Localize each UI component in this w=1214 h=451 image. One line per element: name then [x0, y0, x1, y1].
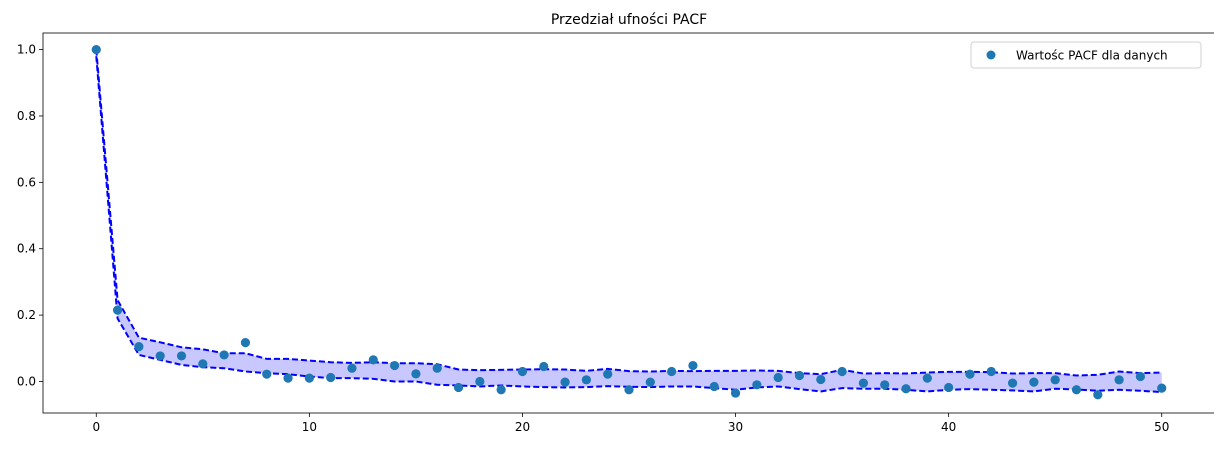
x-axis-ticks: 0 10 20 30 40 50	[92, 413, 1169, 434]
pacf-point	[539, 361, 549, 372]
pacf-point	[794, 370, 805, 381]
pacf-point	[752, 380, 762, 390]
pacf-point	[688, 360, 698, 371]
pacf-point	[1093, 390, 1103, 400]
x-tick-label: 30	[728, 420, 743, 434]
confidence-band	[95, 49, 1162, 394]
pacf-point	[837, 366, 847, 377]
y-tick-label: 0.4	[17, 242, 36, 256]
pacf-point	[432, 363, 442, 373]
pacf-point	[624, 385, 634, 395]
x-tick-label: 10	[302, 420, 317, 434]
pacf-point	[901, 384, 911, 394]
pacf-point	[496, 385, 506, 395]
pacf-point	[176, 351, 187, 361]
pacf-point	[880, 380, 890, 390]
pacf-point	[922, 373, 932, 383]
pacf-point	[517, 366, 528, 377]
pacf-point	[411, 369, 421, 379]
pacf-point	[453, 382, 464, 393]
legend-label: Wartośc PACF dla danych	[1016, 49, 1168, 63]
pacf-point	[816, 374, 826, 385]
pacf-point	[326, 372, 336, 383]
pacf-point	[283, 373, 293, 383]
y-tick-label: 1.0	[17, 43, 36, 57]
x-tick-label: 20	[515, 420, 530, 434]
plot-frame	[42, 32, 1214, 414]
pacf-point	[944, 382, 954, 393]
legend-marker	[986, 50, 996, 60]
pacf-point	[858, 378, 869, 388]
pacf-point	[1157, 383, 1167, 393]
y-tick-label: 0.0	[17, 374, 36, 388]
pacf-point	[773, 372, 783, 383]
pacf-point	[667, 366, 677, 377]
pacf-point	[560, 377, 570, 387]
pacf-point	[91, 44, 101, 55]
pacf-point	[368, 355, 378, 365]
x-tick-label: 50	[1154, 420, 1169, 434]
legend: Wartośc PACF dla danych	[970, 41, 1202, 69]
pacf-point	[134, 342, 144, 352]
pacf-point	[603, 369, 613, 379]
pacf-point	[390, 360, 400, 371]
y-axis-ticks: 0.0 0.2 0.4 0.6 0.8 1.0	[17, 43, 43, 388]
band-fill	[96, 49, 1162, 393]
pacf-points	[91, 44, 1167, 400]
pacf-point	[475, 376, 485, 387]
pacf-point	[1114, 375, 1124, 385]
pacf-point	[709, 381, 719, 392]
band-upper-line	[95, 49, 1162, 377]
pacf-point	[198, 359, 208, 369]
pacf-point	[645, 377, 655, 387]
pacf-point	[581, 375, 591, 385]
pacf-point	[986, 366, 996, 377]
pacf-point	[219, 350, 229, 360]
y-tick-label: 0.8	[17, 109, 36, 123]
pacf-point	[965, 369, 975, 379]
pacf-point	[730, 388, 741, 398]
y-tick-label: 0.2	[17, 308, 36, 322]
chart-title: Przedział ufności PACF	[551, 12, 707, 28]
pacf-point	[1135, 371, 1146, 382]
x-tick-label: 0	[92, 420, 100, 434]
pacf-point	[112, 305, 123, 315]
pacf-point	[262, 369, 272, 379]
y-tick-label: 0.6	[17, 175, 36, 189]
pacf-point	[304, 373, 314, 383]
pacf-point	[1071, 385, 1082, 395]
pacf-point	[1050, 375, 1060, 385]
pacf-point	[155, 351, 165, 361]
pacf-point	[1029, 377, 1039, 387]
pacf-point	[1007, 378, 1018, 388]
band-lower-line	[95, 56, 1162, 394]
pacf-point	[347, 363, 357, 373]
x-tick-label: 40	[941, 420, 956, 434]
pacf-point	[240, 338, 251, 348]
legend-box	[970, 41, 1202, 69]
